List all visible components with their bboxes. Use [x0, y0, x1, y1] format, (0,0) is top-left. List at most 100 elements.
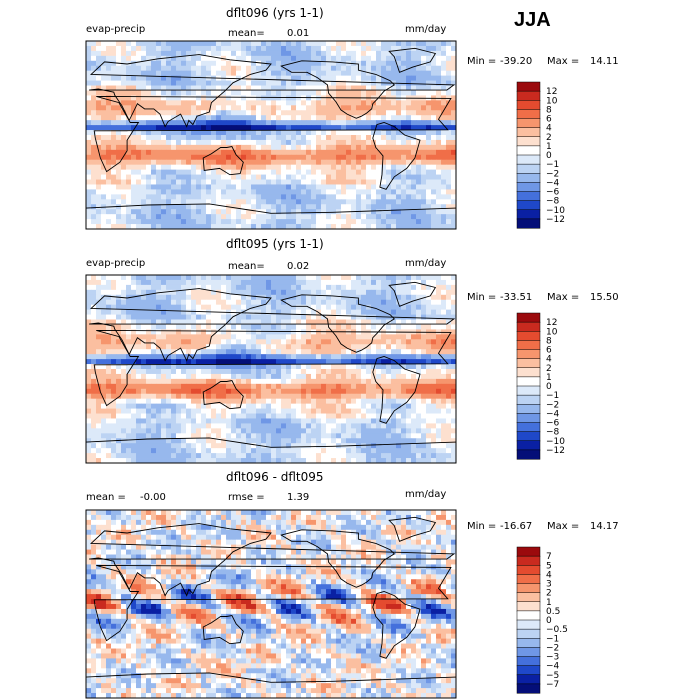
- map-cell: [196, 41, 202, 47]
- map-cell: [366, 339, 372, 345]
- map-cell: [256, 135, 262, 141]
- map-cell: [386, 224, 392, 230]
- map-cell: [156, 139, 162, 146]
- map-cell: [106, 125, 112, 131]
- map-cell: [106, 388, 112, 395]
- map-cell: [171, 100, 177, 106]
- map-cell: [396, 130, 402, 136]
- map-cell: [301, 275, 307, 281]
- map-cell: [236, 179, 242, 185]
- map-cell: [451, 314, 457, 320]
- map-cell: [361, 149, 367, 156]
- map-cell: [116, 319, 122, 325]
- map-cell: [236, 209, 242, 215]
- map-cell: [161, 364, 167, 370]
- map-cell: [151, 373, 157, 380]
- map-cell: [181, 349, 187, 355]
- map-cell: [261, 90, 267, 96]
- map-cell: [166, 169, 172, 175]
- map-cell: [251, 90, 257, 96]
- map-cell: [276, 55, 282, 62]
- map-cell: [246, 189, 252, 195]
- map-cell: [216, 194, 222, 200]
- map-cell: [261, 139, 267, 146]
- map-cell: [406, 125, 412, 131]
- map-cell: [276, 354, 282, 360]
- map-cell: [221, 393, 227, 400]
- map-cell: [161, 139, 167, 146]
- map-cell: [311, 50, 317, 57]
- map-cell: [196, 80, 202, 86]
- map-cell: [146, 349, 152, 355]
- map-cell: [426, 359, 432, 365]
- map-cell: [191, 324, 197, 330]
- map-cell: [381, 130, 387, 136]
- map-cell: [111, 159, 117, 166]
- map-cell: [126, 398, 132, 405]
- map-cell: [301, 95, 307, 101]
- map-cell: [156, 354, 162, 360]
- map-cell: [231, 85, 237, 91]
- map-cell: [96, 299, 102, 306]
- map-cell: [356, 130, 362, 136]
- map-cell: [426, 159, 432, 166]
- map-cell: [451, 279, 457, 286]
- map-cell: [416, 144, 422, 151]
- map-cell: [331, 45, 337, 52]
- map-cell: [336, 149, 342, 156]
- map-cell: [196, 289, 202, 296]
- map-cell: [116, 50, 122, 57]
- map-cell: [441, 378, 447, 385]
- map-cell: [211, 115, 217, 121]
- map-cell: [141, 174, 147, 180]
- map-cell: [191, 164, 197, 171]
- map-cell: [241, 199, 247, 205]
- map-cell: [261, 55, 267, 62]
- map-cell: [116, 369, 122, 375]
- map-cell: [376, 393, 382, 400]
- map-cell: [411, 388, 417, 395]
- map-cell: [316, 388, 322, 395]
- map-cell: [246, 139, 252, 146]
- map-cell: [266, 65, 272, 72]
- map-cell: [346, 189, 352, 195]
- map-cell: [191, 304, 197, 311]
- map-cell: [451, 339, 457, 345]
- map-cell: [381, 194, 387, 200]
- map-cell: [206, 115, 212, 121]
- map-cell: [356, 110, 362, 116]
- map-cell: [436, 319, 442, 325]
- map-cell: [451, 120, 457, 126]
- map-cell: [226, 95, 232, 101]
- map-cell: [416, 169, 422, 175]
- map-cell: [186, 275, 192, 281]
- map-cell: [286, 309, 292, 315]
- map-cell: [261, 413, 267, 419]
- map-cell: [451, 139, 457, 146]
- map-cell: [146, 383, 152, 390]
- map-cell: [406, 139, 412, 146]
- map-cell: [91, 65, 97, 72]
- map-cell: [271, 309, 277, 315]
- map-cell: [166, 289, 172, 296]
- map-cell: [386, 159, 392, 166]
- map-cell: [246, 159, 252, 166]
- map-cell: [421, 189, 427, 195]
- map-cell: [316, 224, 322, 230]
- map-cell: [391, 304, 397, 311]
- map-cell: [431, 319, 437, 325]
- map-cell: [121, 120, 127, 126]
- map-cell: [276, 70, 282, 77]
- map-cell: [201, 314, 207, 320]
- map-cell: [281, 219, 287, 225]
- map-cell: [166, 65, 172, 72]
- map-cell: [251, 115, 257, 121]
- map-cell: [241, 105, 247, 111]
- map-cell: [136, 80, 142, 86]
- map-cell: [426, 388, 432, 395]
- map-cell: [166, 309, 172, 315]
- map-cell: [221, 339, 227, 345]
- map-cell: [281, 383, 287, 390]
- map-cell: [261, 194, 267, 200]
- map-cell: [226, 179, 232, 185]
